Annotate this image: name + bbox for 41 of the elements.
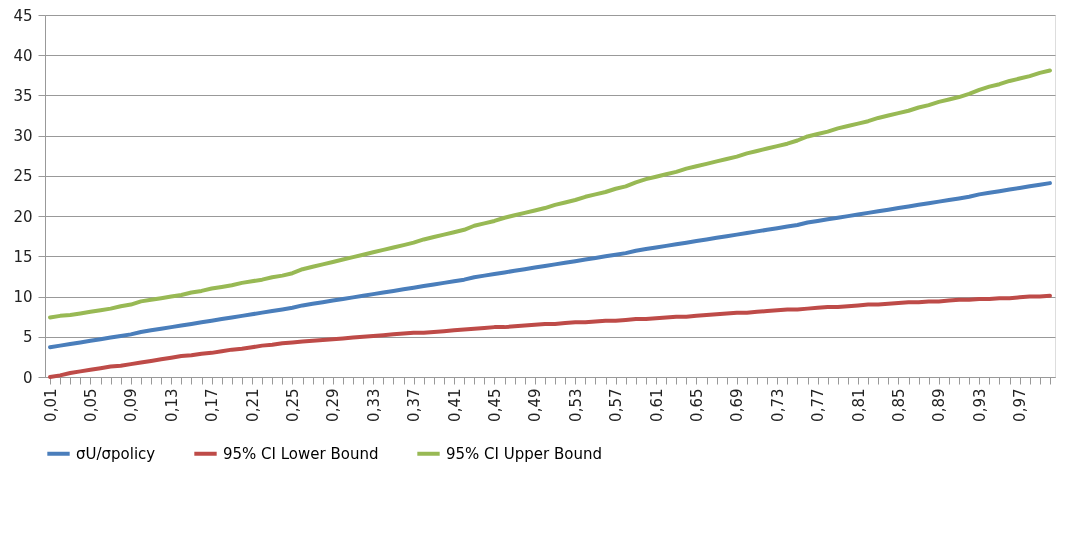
x-tick-label: 0,61 — [647, 388, 666, 422]
y-tick-label: 20 — [13, 207, 33, 226]
x-tick-label: 0,09 — [122, 388, 141, 422]
y-tick-label: 10 — [13, 288, 33, 307]
legend-label: 95% CI Upper Bound — [446, 444, 602, 463]
x-tick-label: 0,77 — [809, 388, 828, 422]
x-tick-label: 0,73 — [768, 388, 787, 422]
legend-label: 95% CI Lower Bound — [223, 444, 379, 463]
x-tick-label: 0,17 — [203, 388, 222, 422]
x-tick-label: 0,53 — [566, 388, 585, 422]
x-tick-label: 0,05 — [81, 388, 100, 422]
x-tick-label: 0,81 — [849, 388, 868, 422]
y-tick-label: 40 — [13, 46, 33, 65]
x-tick-label: 0,41 — [445, 388, 464, 422]
x-tick-label: 0,97 — [1011, 388, 1030, 422]
y-tick-label: 5 — [22, 328, 33, 347]
y-tick-label: 30 — [13, 127, 33, 146]
x-tick-label: 0,65 — [687, 388, 706, 422]
x-tick-label: 0,01 — [41, 388, 60, 422]
x-tick-label: 0,69 — [728, 388, 747, 422]
x-tick-label: 0,49 — [526, 388, 545, 422]
legend-label: σU/σpolicy — [76, 444, 156, 463]
x-tick-label: 0,37 — [405, 388, 424, 422]
x-tick-label: 0,85 — [889, 388, 908, 422]
x-tick-label: 0,21 — [243, 388, 262, 422]
y-tick-label: 15 — [13, 247, 33, 266]
x-tick-label: 0,13 — [162, 388, 181, 422]
x-tick-label: 0,93 — [970, 388, 989, 422]
y-tick-label: 25 — [13, 167, 33, 186]
x-tick-label: 0,57 — [607, 388, 626, 422]
y-tick-label: 35 — [13, 86, 33, 105]
line-series — [48, 68, 1052, 320]
x-tick-label: 0,45 — [485, 388, 504, 422]
x-tick-label: 0,25 — [283, 388, 302, 422]
x-tick-label: 0,89 — [930, 388, 949, 422]
line-series — [48, 181, 1052, 350]
y-tick-label: 45 — [13, 6, 33, 25]
x-tick-label: 0,29 — [324, 388, 343, 422]
y-tick-label: 0 — [22, 368, 33, 387]
x-tick-label: 0,33 — [364, 388, 383, 422]
line-series — [48, 293, 1052, 379]
